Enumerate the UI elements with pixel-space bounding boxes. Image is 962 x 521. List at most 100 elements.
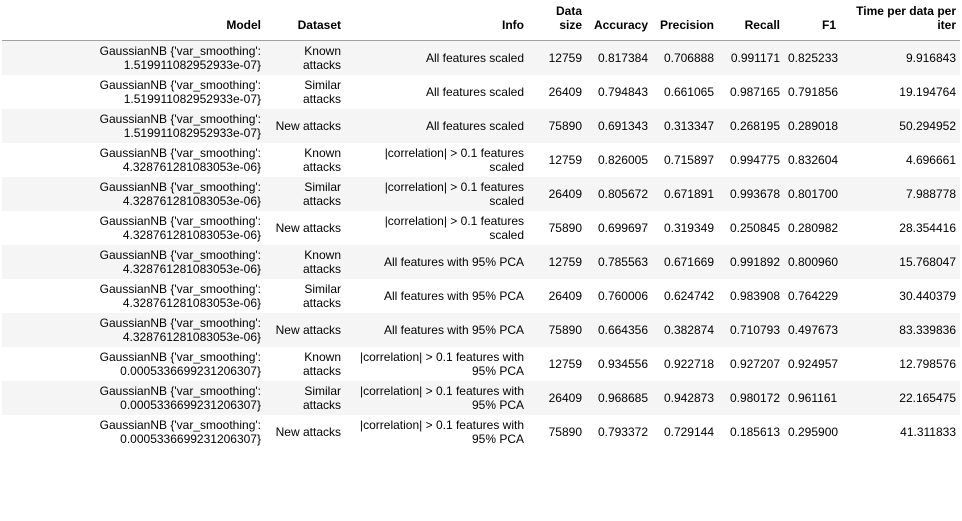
table-row: GaussianNB {'var_smoothing': 4.328761281…: [2, 177, 960, 211]
header-model: Model: [2, 0, 265, 41]
cell-accuracy: 0.664356: [597, 323, 648, 337]
cell-f1: 0.800960: [788, 255, 839, 269]
table-row: GaussianNB {'var_smoothing': 4.328761281…: [2, 211, 960, 245]
cell-time: 7.988778: [905, 187, 956, 201]
cell-time: 83.339836: [899, 323, 956, 337]
cell-data-size: 26409: [548, 187, 582, 201]
cell-model: GaussianNB {'var_smoothing': 4.328761281…: [99, 214, 261, 242]
cell-recall: 0.987165: [729, 85, 780, 99]
cell-model: GaussianNB {'var_smoothing': 0.000533669…: [99, 418, 261, 446]
cell-accuracy: 0.794843: [597, 85, 648, 99]
cell-f1: 0.289018: [788, 119, 839, 133]
cell-info: All features with 95% PCA: [383, 289, 524, 303]
cell-accuracy: 0.934556: [597, 357, 648, 371]
cell-dataset: Known attacks: [302, 146, 341, 174]
cell-data-size: 12759: [548, 153, 582, 167]
table-row: GaussianNB {'var_smoothing': 1.519911082…: [2, 109, 960, 143]
cell-time: 41.311833: [900, 425, 956, 439]
cell-recall: 0.980172: [729, 391, 780, 405]
cell-time: 15.768047: [899, 255, 956, 269]
table-row: GaussianNB {'var_smoothing': 1.519911082…: [2, 40, 960, 75]
cell-data-size: 12759: [548, 357, 582, 371]
cell-f1: 0.825233: [788, 51, 839, 65]
cell-recall: 0.991892: [729, 255, 780, 269]
cell-accuracy: 0.699697: [597, 221, 648, 235]
cell-data-size: 75890: [548, 425, 582, 439]
cell-f1: 0.791856: [788, 85, 839, 99]
cell-info: All features scaled: [425, 51, 524, 65]
cell-recall: 0.927207: [729, 357, 780, 371]
cell-dataset: Similar attacks: [302, 78, 341, 106]
cell-accuracy: 0.817384: [597, 51, 648, 65]
header-f1: F1: [784, 0, 840, 41]
table-row: GaussianNB {'var_smoothing': 4.328761281…: [2, 279, 960, 313]
cell-recall: 0.250845: [729, 221, 780, 235]
cell-precision: 0.706888: [663, 51, 714, 65]
cell-f1: 0.961161: [788, 391, 838, 405]
cell-model: GaussianNB {'var_smoothing': 4.328761281…: [99, 248, 261, 276]
table-row: GaussianNB {'var_smoothing': 0.000533669…: [2, 381, 960, 415]
cell-info: All features with 95% PCA: [383, 323, 524, 337]
cell-accuracy: 0.785563: [597, 255, 648, 269]
cell-precision: 0.313347: [663, 119, 714, 133]
table-row: GaussianNB {'var_smoothing': 0.000533669…: [2, 415, 960, 449]
cell-model: GaussianNB {'var_smoothing': 4.328761281…: [99, 316, 261, 344]
cell-time: 4.696661: [905, 153, 956, 167]
header-accuracy: Accuracy: [586, 0, 652, 41]
cell-model: GaussianNB {'var_smoothing': 4.328761281…: [99, 282, 261, 310]
table-row: GaussianNB {'var_smoothing': 1.519911082…: [2, 75, 960, 109]
cell-dataset: New attacks: [275, 323, 341, 337]
table-row: GaussianNB {'var_smoothing': 4.328761281…: [2, 245, 960, 279]
cell-accuracy: 0.793372: [597, 425, 648, 439]
cell-precision: 0.671891: [663, 187, 714, 201]
cell-dataset: New attacks: [275, 221, 341, 235]
header-data-size: Data size: [528, 0, 586, 41]
cell-dataset: Similar attacks: [302, 384, 341, 412]
cell-dataset: Known attacks: [302, 44, 341, 72]
cell-time: 9.916843: [905, 51, 956, 65]
cell-time: 22.165475: [899, 391, 956, 405]
cell-model: GaussianNB {'var_smoothing': 1.519911082…: [99, 44, 261, 72]
cell-time: 19.194764: [899, 85, 956, 99]
cell-dataset: New attacks: [275, 425, 341, 439]
cell-model: GaussianNB {'var_smoothing': 1.519911082…: [99, 78, 261, 106]
cell-f1: 0.280982: [788, 221, 839, 235]
cell-dataset: Known attacks: [302, 350, 341, 378]
cell-time: 30.440379: [899, 289, 956, 303]
cell-dataset: Similar attacks: [302, 180, 341, 208]
cell-info: |correlation| > 0.1 features scaled: [384, 180, 524, 208]
header-precision: Precision: [652, 0, 718, 41]
cell-dataset: New attacks: [275, 119, 341, 133]
cell-data-size: 12759: [548, 51, 582, 65]
header-dataset: Dataset: [265, 0, 345, 41]
cell-data-size: 75890: [548, 323, 582, 337]
header-row: Model Dataset Info Data size Accuracy Pr…: [2, 0, 960, 41]
header-info: Info: [345, 0, 528, 41]
cell-f1: 0.497673: [788, 323, 839, 337]
cell-precision: 0.942873: [663, 391, 714, 405]
cell-recall: 0.994775: [729, 153, 780, 167]
cell-precision: 0.671669: [663, 255, 714, 269]
cell-info: |correlation| > 0.1 features with 95% PC…: [360, 350, 524, 378]
cell-recall: 0.983908: [729, 289, 780, 303]
cell-info: |correlation| > 0.1 features scaled: [384, 214, 524, 242]
table-header: Model Dataset Info Data size Accuracy Pr…: [2, 0, 960, 41]
header-recall: Recall: [718, 0, 784, 41]
cell-model: GaussianNB {'var_smoothing': 0.000533669…: [99, 350, 261, 378]
cell-data-size: 75890: [548, 119, 582, 133]
cell-recall: 0.185613: [729, 425, 780, 439]
cell-precision: 0.382874: [663, 323, 714, 337]
cell-data-size: 26409: [548, 391, 582, 405]
cell-f1: 0.295900: [788, 425, 839, 439]
header-time: Time per data per iter: [840, 0, 960, 41]
cell-info: All features scaled: [425, 119, 524, 133]
cell-dataset: Similar attacks: [302, 282, 341, 310]
cell-data-size: 26409: [548, 289, 582, 303]
table-row: GaussianNB {'var_smoothing': 4.328761281…: [2, 313, 960, 347]
cell-time: 50.294952: [899, 119, 956, 133]
cell-data-size: 75890: [548, 221, 582, 235]
cell-recall: 0.993678: [729, 187, 780, 201]
cell-info: |correlation| > 0.1 features with 95% PC…: [360, 384, 524, 412]
cell-accuracy: 0.968685: [597, 391, 648, 405]
cell-precision: 0.661065: [663, 85, 714, 99]
